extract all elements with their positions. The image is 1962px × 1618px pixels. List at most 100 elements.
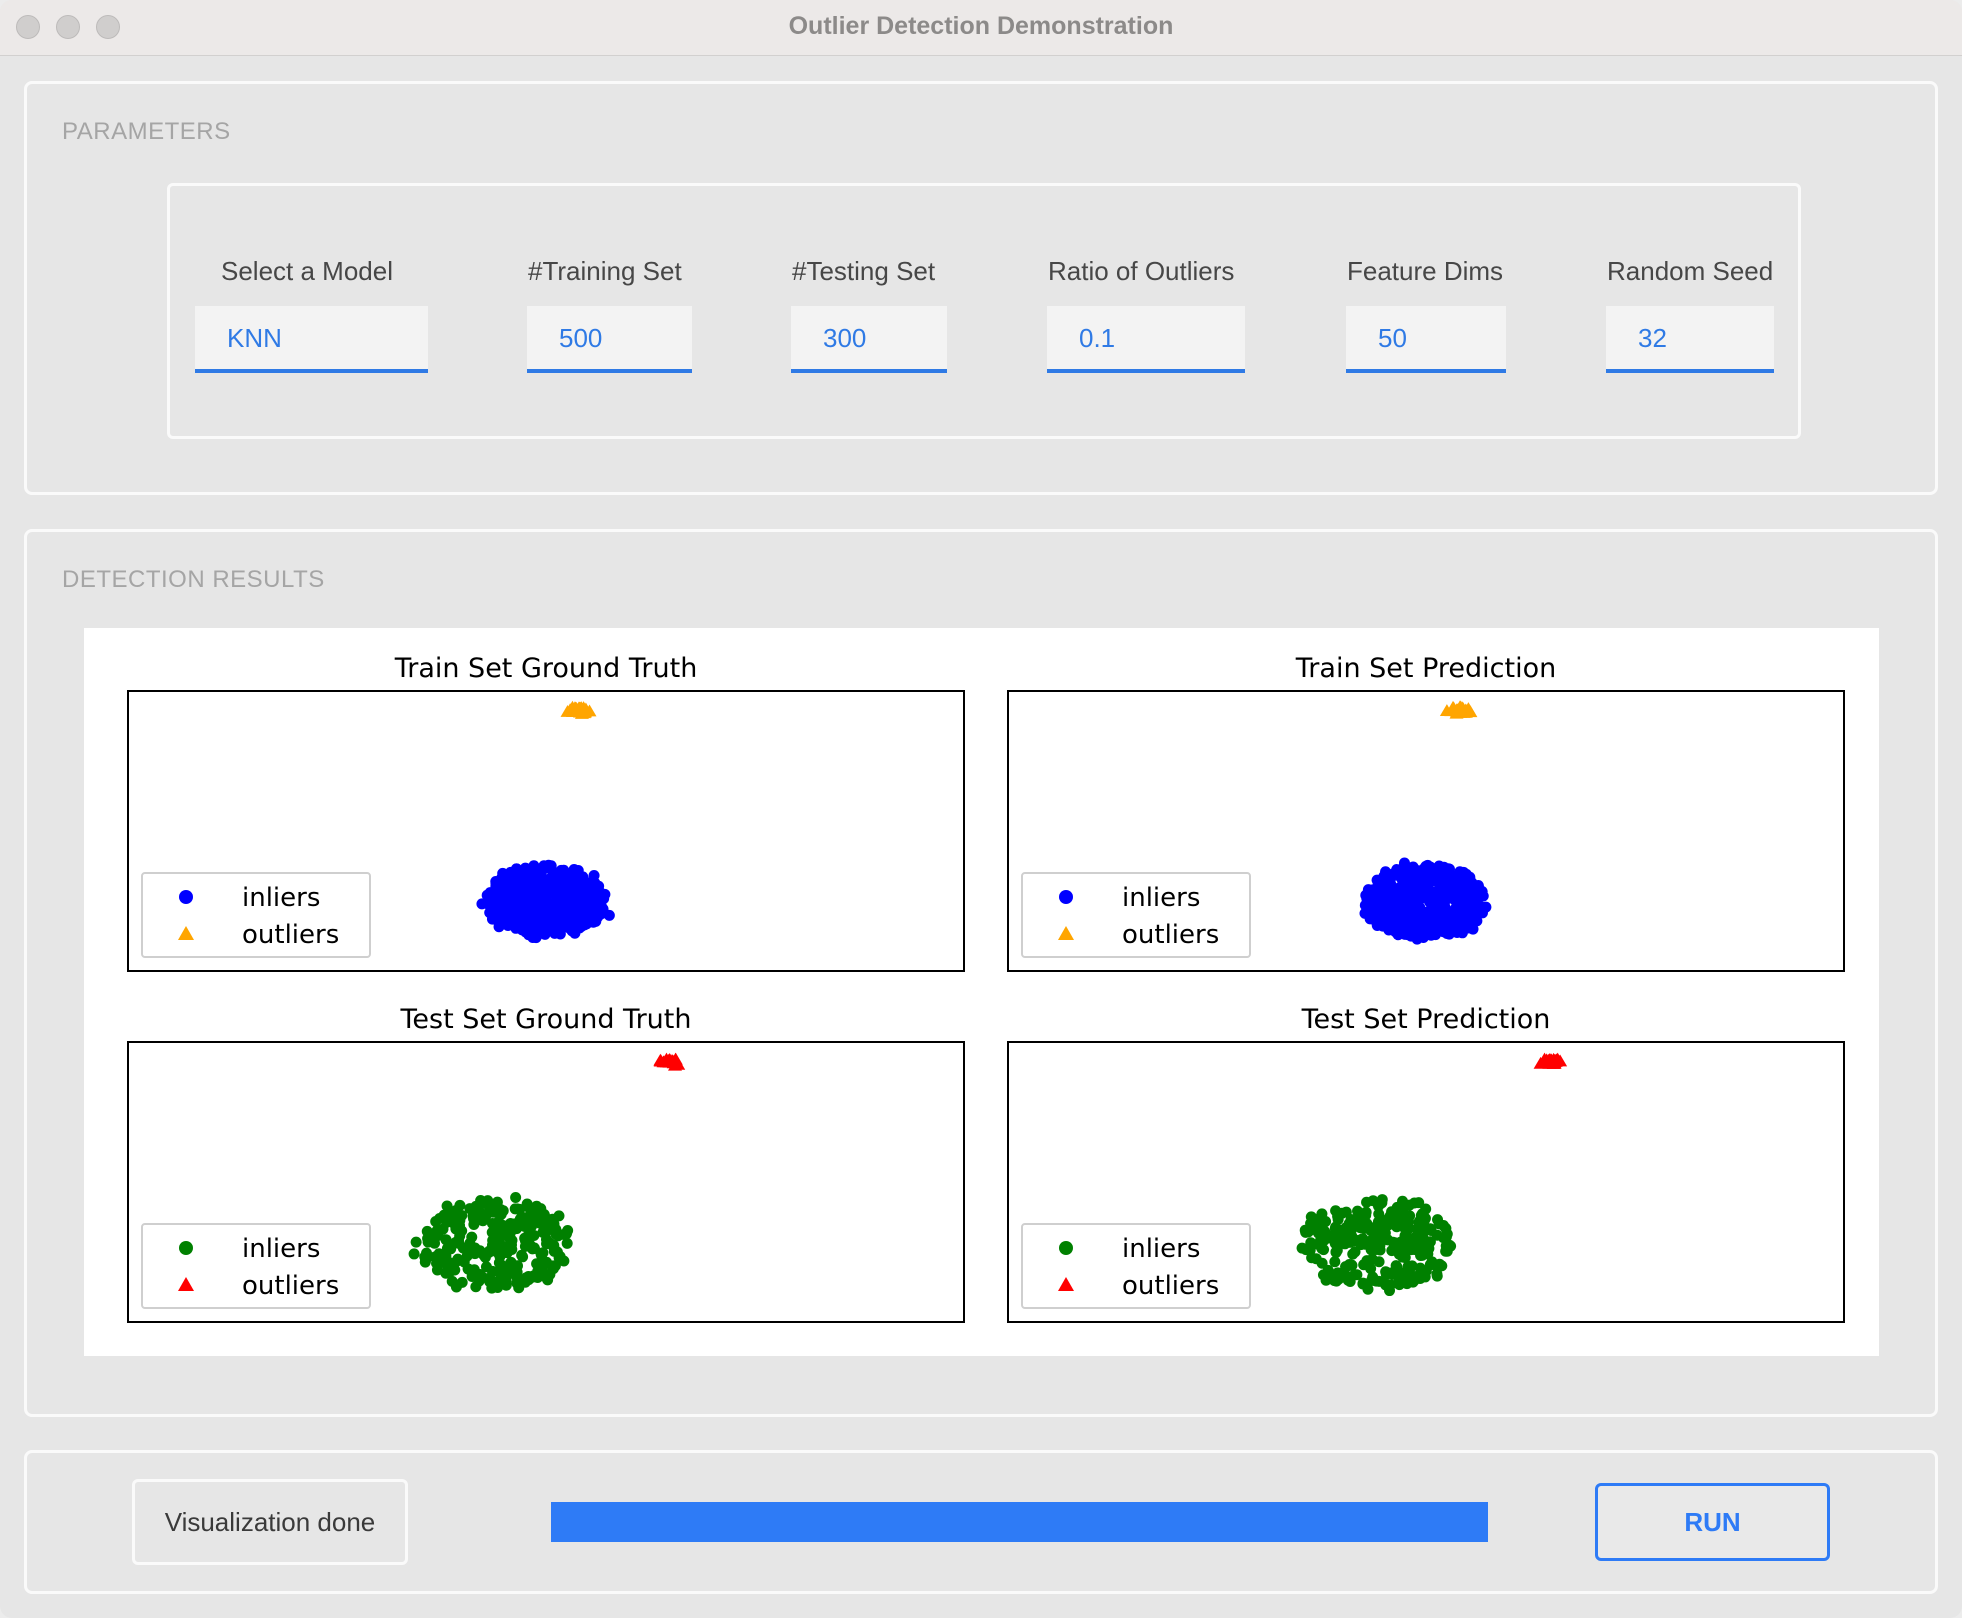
data-point — [493, 1248, 505, 1260]
data-point — [492, 1276, 504, 1288]
model-select[interactable]: KNN — [195, 306, 428, 373]
minimize-window-button[interactable] — [56, 15, 80, 39]
data-point — [1441, 1228, 1453, 1240]
data-point — [1364, 913, 1376, 925]
window-title: Outlier Detection Demonstration — [788, 12, 1174, 40]
data-point — [1417, 1246, 1429, 1258]
feature-dims-input[interactable]: 50 — [1346, 306, 1506, 373]
param-label: #Testing Set — [792, 256, 936, 286]
data-point — [1415, 908, 1427, 920]
data-point — [1406, 883, 1418, 895]
data-point — [497, 1219, 509, 1231]
testing-set-input[interactable]: 300 — [791, 306, 947, 373]
data-point — [571, 876, 583, 888]
data-point — [1457, 888, 1469, 900]
series-outliers — [560, 700, 597, 719]
series-outliers — [653, 1052, 686, 1071]
random-seed-input[interactable]: 32 — [1606, 306, 1774, 373]
data-point — [1316, 1208, 1328, 1220]
data-point — [477, 1271, 489, 1283]
data-point — [1339, 1238, 1351, 1250]
data-point — [458, 1256, 470, 1268]
data-point — [544, 1269, 556, 1281]
data-point — [1369, 1221, 1381, 1233]
data-point — [1361, 891, 1373, 903]
data-point — [468, 1219, 480, 1231]
data-point — [551, 875, 563, 887]
training-set-input[interactable]: 500 — [527, 306, 692, 373]
data-point — [433, 1248, 445, 1260]
zoom-window-button[interactable] — [96, 15, 120, 39]
data-point — [1370, 1275, 1382, 1287]
close-window-button[interactable] — [16, 15, 40, 39]
data-point — [1471, 915, 1483, 927]
data-point — [1477, 890, 1489, 902]
chart-2: Train Set Prediction inliers outliers — [1007, 653, 1845, 972]
data-point — [1432, 891, 1444, 903]
run-button[interactable]: RUN — [1595, 1483, 1830, 1561]
data-point — [1361, 1196, 1373, 1208]
data-point — [466, 1231, 478, 1243]
data-point — [1419, 870, 1431, 882]
data-point — [501, 1240, 513, 1252]
series-outliers — [1533, 1052, 1568, 1069]
chart-title: Train Set Ground Truth — [394, 653, 698, 684]
data-point — [1316, 1257, 1328, 1269]
data-point — [1378, 873, 1390, 885]
data-point — [1415, 1209, 1427, 1221]
legend: inliers outliers — [1021, 872, 1251, 958]
data-point — [1398, 1233, 1410, 1245]
data-point — [449, 1219, 461, 1231]
data-point — [1450, 704, 1465, 717]
data-point — [454, 1199, 466, 1211]
data-point — [1382, 1234, 1394, 1246]
legend-box — [1021, 1223, 1251, 1309]
data-point — [1383, 917, 1395, 929]
parameters-section-title: PARAMETERS — [62, 118, 231, 145]
data-point — [538, 926, 550, 938]
data-point — [1437, 867, 1449, 879]
data-point — [1456, 927, 1468, 939]
data-point — [431, 1264, 443, 1276]
data-point — [522, 1215, 534, 1227]
data-point — [1424, 1223, 1436, 1235]
data-point — [1431, 1270, 1443, 1282]
data-point — [505, 866, 517, 878]
data-point — [1392, 929, 1404, 941]
data-point — [1342, 1274, 1354, 1286]
legend-label: outliers — [1122, 1271, 1219, 1301]
data-point — [1385, 879, 1397, 891]
data-point — [1440, 912, 1452, 924]
data-point — [437, 1256, 449, 1268]
data-point — [554, 928, 566, 940]
data-point — [1454, 898, 1466, 910]
data-point — [549, 1260, 561, 1272]
outlier-ratio-input[interactable]: 0.1 — [1047, 306, 1245, 373]
chart-4: Test Set Prediction inliers outliers — [1007, 1004, 1845, 1323]
data-point — [450, 1281, 462, 1293]
series-inliers — [408, 1191, 574, 1294]
data-point — [1359, 899, 1371, 911]
data-point — [1393, 1267, 1405, 1279]
data-point — [499, 879, 511, 891]
data-point — [519, 896, 531, 908]
data-point — [1394, 870, 1406, 882]
data-point — [536, 907, 548, 919]
data-point — [552, 1228, 564, 1240]
data-point — [523, 1271, 535, 1283]
data-point — [568, 887, 580, 899]
data-point — [1394, 1220, 1406, 1232]
parameters-group: Select a Model KNN #Training Set 500 #Te… — [167, 183, 1801, 439]
chart-title: Test Set Ground Truth — [399, 1004, 691, 1035]
data-point — [603, 909, 615, 921]
data-point — [1351, 1216, 1363, 1228]
data-point — [509, 898, 521, 910]
data-point — [471, 1246, 483, 1258]
data-point — [484, 907, 496, 919]
data-point — [493, 918, 505, 930]
data-point — [1332, 1210, 1344, 1222]
data-point — [1406, 870, 1418, 882]
data-point — [1402, 1260, 1414, 1272]
data-point — [1372, 1231, 1384, 1243]
data-point — [422, 1236, 434, 1248]
